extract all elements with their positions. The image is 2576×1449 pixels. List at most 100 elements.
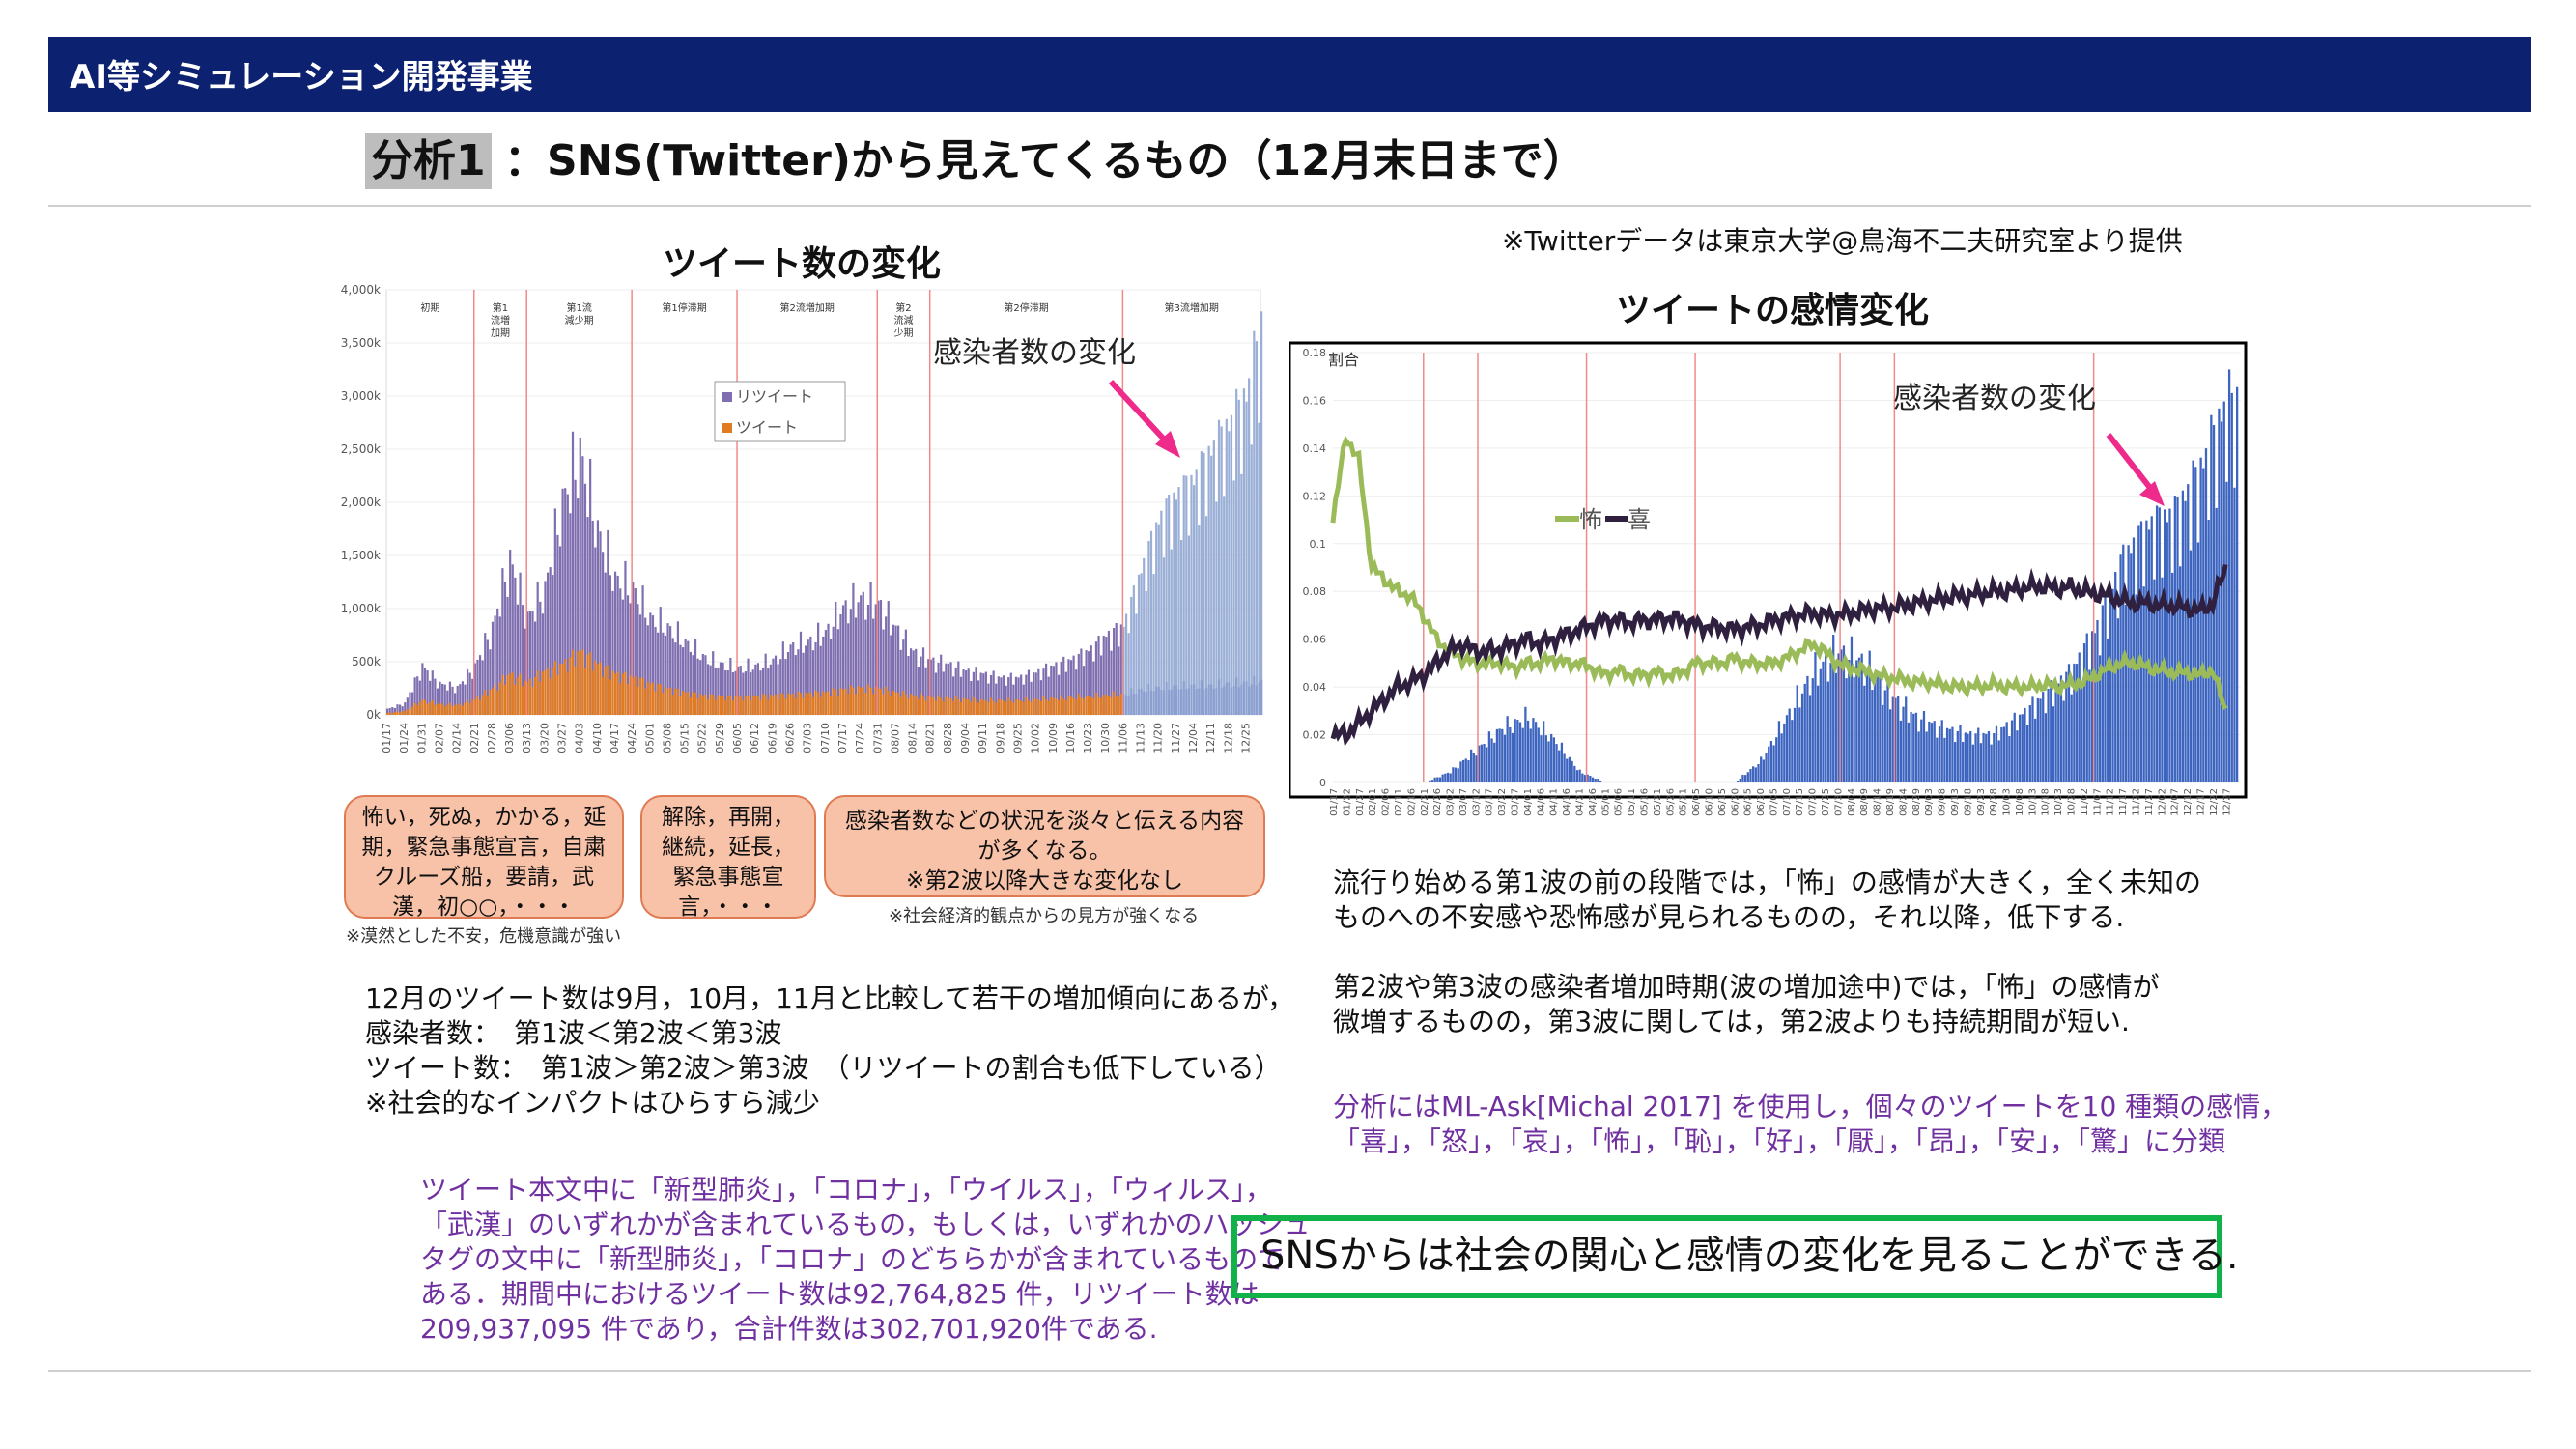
chart1-retweet-bar bbox=[1248, 378, 1251, 715]
chart2-cases-bar bbox=[1982, 732, 1985, 782]
chart2-cases-bar bbox=[1532, 718, 1535, 782]
chart2-x-tick-label: 09/03 bbox=[1924, 788, 1935, 816]
chart1-retweet-bar bbox=[561, 488, 564, 715]
chart1-retweet-bar bbox=[1253, 330, 1256, 715]
chart2-y-tick-label: 0.06 bbox=[1303, 634, 1327, 646]
chart1-tweet-bar bbox=[1037, 699, 1040, 715]
chart1-retweet-bar bbox=[847, 623, 850, 715]
chart1-retweet-bar bbox=[714, 668, 717, 715]
chart1-tweet-bar bbox=[962, 697, 965, 715]
chart1-retweet-bar bbox=[594, 547, 597, 715]
chart2-x-tick-label: 11/02 bbox=[2080, 788, 2090, 816]
chart2-cases-bar bbox=[1897, 696, 1900, 782]
chart1-x-tick-label: 02/21 bbox=[468, 723, 481, 753]
chart2-cases-bar bbox=[1433, 777, 1436, 782]
chart1-x-tick-label: 05/15 bbox=[679, 723, 692, 753]
chart1-tweet-bar bbox=[519, 673, 522, 715]
chart2-cases-bar bbox=[1490, 738, 1493, 782]
chart2-x-tick-label: 03/12 bbox=[1471, 788, 1482, 816]
chart1-tweet-bar bbox=[391, 712, 394, 715]
chart1-tweet-bar bbox=[1207, 684, 1210, 715]
chart1-retweet-bar bbox=[1022, 684, 1025, 715]
chart2-cases-bar bbox=[1560, 742, 1564, 782]
chart1-retweet-bar bbox=[484, 633, 487, 715]
chart1-annotation-arrow bbox=[1108, 379, 1172, 447]
chart2-x-tick-label: 03/17 bbox=[1485, 788, 1495, 816]
right-observation-line: ものへの不安感や恐怖感が見られるものの，それ以降，低下する. bbox=[1333, 901, 2125, 933]
chart1-tweet-bar bbox=[967, 699, 970, 715]
chart2-x-tick-label: 08/24 bbox=[1898, 788, 1909, 816]
chart1-tweet-bar bbox=[516, 677, 520, 715]
chart2-cases-bar bbox=[1891, 696, 1894, 782]
chart1-retweet-bar bbox=[909, 648, 913, 715]
chart1-retweet-bar bbox=[1230, 414, 1233, 715]
chart1-retweet-bar bbox=[822, 636, 825, 715]
chart1-retweet-bar bbox=[829, 639, 833, 715]
chart1-retweet-bar bbox=[541, 613, 544, 715]
chart1-tweet-bar bbox=[1102, 695, 1105, 715]
chart1-tweet-bar bbox=[1155, 686, 1158, 715]
chart2-cases-bar bbox=[1540, 735, 1543, 782]
chart1-tweet-bar bbox=[464, 702, 467, 715]
chart1-tweet-bar bbox=[972, 696, 975, 715]
chart1-tweet-bar bbox=[949, 698, 952, 715]
chart2-cases-bar bbox=[1480, 744, 1483, 782]
chart1-retweet-bar bbox=[779, 659, 782, 715]
chart2-x-tick-label: 05/01 bbox=[1600, 788, 1611, 816]
chart2-cases-bar bbox=[2031, 696, 2034, 782]
chart1-retweet-bar bbox=[524, 628, 526, 715]
chart1-retweet-bar bbox=[496, 608, 499, 715]
chart2-cases-bar bbox=[1964, 732, 1967, 782]
chart2-cases-bar bbox=[1586, 774, 1589, 782]
chart1-retweet-bar bbox=[1225, 418, 1228, 715]
chart1-tweet-bar bbox=[1124, 695, 1128, 715]
chart1-tweet-bar bbox=[599, 662, 602, 715]
chart1-retweet-bar bbox=[443, 684, 446, 715]
chart1-tweet-bar bbox=[892, 690, 895, 715]
chart1-tweet-bar bbox=[406, 709, 409, 715]
chart2-cases-bar bbox=[2073, 663, 2076, 782]
chart2-cases-bar bbox=[1483, 744, 1486, 782]
chart2-cases-bar bbox=[1993, 732, 1996, 782]
chart2-cases-bar bbox=[2236, 386, 2239, 782]
chart1-retweet-bar bbox=[739, 666, 742, 715]
chart2-cases-bar bbox=[2101, 605, 2104, 782]
chart1-retweet-bar bbox=[709, 665, 712, 715]
chart2-cases-bar bbox=[2147, 529, 2151, 782]
bubble-first-wave: 怖い，死ぬ，かかる，延期，緊急事態宣言，自粛クルーズ船，要請，武漢，初○○，・・… bbox=[344, 795, 624, 920]
chart1-tweet-bar bbox=[1137, 689, 1141, 715]
chart1-retweet-bar bbox=[566, 494, 569, 715]
chart1-retweet-bar bbox=[987, 683, 990, 715]
chart1-retweet-bar bbox=[1203, 452, 1205, 715]
chart1-tweet-bar bbox=[533, 676, 537, 715]
chart1-tweet-bar bbox=[1248, 686, 1251, 715]
chart1-retweet-bar bbox=[774, 655, 778, 715]
chart1-retweet-bar bbox=[712, 651, 715, 715]
note-first-wave: ※漠然とした不安，危機意識が強い bbox=[346, 926, 622, 947]
chart1-legend-label: ツイート bbox=[736, 418, 798, 437]
chart1-tweet-bar bbox=[814, 690, 817, 715]
chart1-retweet-bar bbox=[874, 604, 877, 715]
chart1-annotation: 感染者数の変化 bbox=[933, 336, 1136, 370]
chart1-tweet-bar bbox=[676, 688, 680, 715]
chart1-tweet-bar bbox=[797, 691, 800, 715]
chart1-y-tick-label: 500k bbox=[352, 655, 381, 668]
chart1-retweet-bar bbox=[894, 625, 897, 715]
chart1-retweet-bar bbox=[744, 671, 748, 715]
chart2-x-tick-label: 10/08 bbox=[2015, 788, 2025, 816]
chart1-retweet-bar bbox=[869, 582, 872, 715]
chart1-retweet-bar bbox=[1152, 574, 1155, 715]
chart1-tweet-bar bbox=[896, 692, 900, 715]
chart1-tweet-bar bbox=[984, 700, 987, 715]
chart1-tweet-bar bbox=[1042, 696, 1045, 715]
chart1-tweet-bar bbox=[750, 699, 752, 715]
chart2-cases-bar bbox=[1826, 681, 1829, 782]
chart1-tweet-bar bbox=[1022, 701, 1025, 715]
chart1-tweet-bar bbox=[832, 688, 835, 715]
chart1-x-tick-label: 11/13 bbox=[1135, 723, 1147, 753]
chart2-cases-bar bbox=[1583, 775, 1587, 782]
chart1-retweet-bar bbox=[839, 613, 842, 715]
chart1-x-tick-label: 01/31 bbox=[415, 723, 428, 753]
chart2-cases-bar bbox=[2067, 664, 2071, 782]
chart1-retweet-bar bbox=[516, 604, 520, 715]
